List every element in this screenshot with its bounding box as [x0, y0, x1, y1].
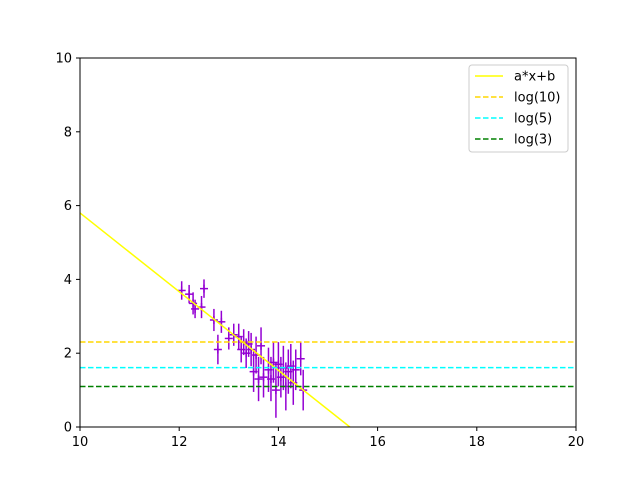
x-tick-label: 12: [171, 435, 188, 450]
legend-label: a*x+b: [514, 70, 555, 85]
y-tick-label: 6: [64, 199, 72, 214]
x-tick-label: 20: [568, 435, 585, 450]
x-tick-label: 18: [469, 435, 486, 450]
legend-label: log(3): [514, 133, 552, 148]
x-tick-label: 16: [369, 435, 386, 450]
legend-label: log(10): [514, 91, 561, 106]
y-tick-label: 4: [64, 273, 72, 288]
legend-label: log(5): [514, 112, 552, 127]
y-tick-label: 0: [64, 421, 72, 436]
x-tick-label: 10: [72, 435, 89, 450]
y-tick-label: 2: [64, 347, 72, 362]
series-line: [80, 212, 351, 427]
data-point: [200, 279, 208, 298]
data-point: [257, 327, 266, 365]
y-tick-label: 10: [55, 52, 72, 67]
data-point: [213, 334, 222, 365]
data-point: [254, 356, 263, 402]
data-point: [259, 356, 268, 398]
data-point: [191, 299, 200, 319]
y-tick-label: 8: [64, 125, 72, 140]
data-point: [296, 342, 305, 376]
legend: a*x+b log(10) log(5) log(3): [468, 64, 569, 153]
x-tick-label: 14: [270, 435, 287, 450]
plot-area: [80, 212, 576, 427]
axes: 10 12 14 16 18 20 0 2 4 6 8 10: [55, 52, 584, 451]
legend-box: [468, 64, 569, 153]
axes-frame: [79, 57, 577, 428]
data-point: [271, 362, 280, 418]
